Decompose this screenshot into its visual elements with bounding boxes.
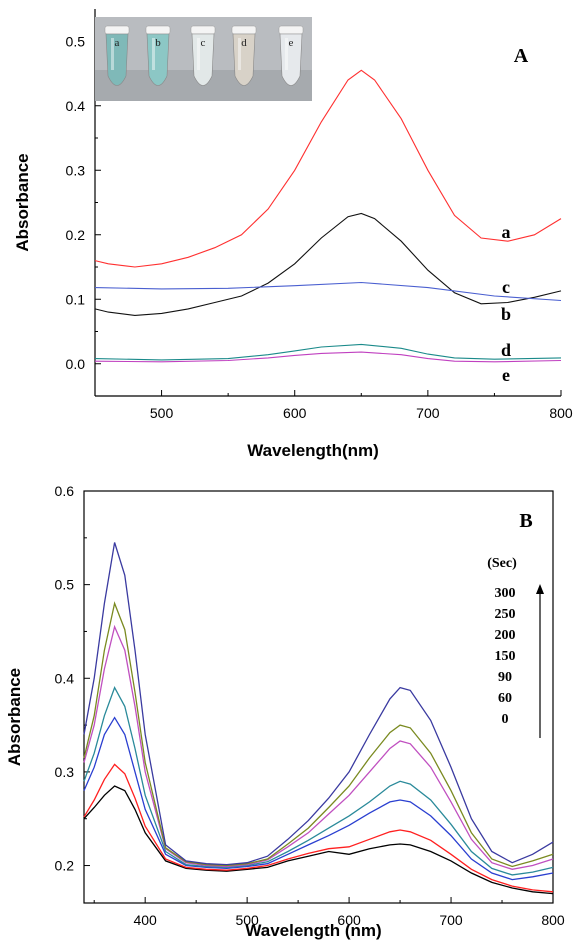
legend-entry-200: 200 [495,628,516,643]
inset-tube-label-c: c [201,37,206,49]
panel-b-y-tick-label: 0.6 [55,483,75,499]
panel-a-curve-label-a: a [502,222,511,242]
panel-b-y-tick-label: 0.4 [55,670,75,686]
inset-tube-d: d [231,25,257,86]
panel-b-series-60 [83,763,554,893]
panel-a-curve-label-c: c [502,277,510,297]
panel-a-series-d [94,343,562,361]
legend-arrow-head [536,584,544,594]
tube-body [232,33,256,86]
panel-a-series-b [94,212,562,316]
legend-entry-300: 300 [495,586,516,601]
panel-a-x-tick-label: 600 [283,405,307,421]
panel-b-letter: B [519,510,532,532]
panel-b-series-0 [83,785,554,895]
panel-b-series-90 [83,716,554,881]
tube-highlight [197,38,200,70]
panel-a-y-axis-title: Absorbance [13,153,32,251]
panel-a-y-tick-label: 0.4 [66,98,86,114]
panel-a-y-tick-label: 0.1 [66,291,86,307]
tube-cap [231,25,257,35]
panel-b-y-tick-label: 0.3 [55,764,75,780]
panel-a-letter: A [514,45,529,67]
panel-a-y-tick-label: 0.3 [66,162,86,178]
panel-b-x-tick-label: 700 [439,912,463,928]
inset-tube-label-d: d [241,37,247,49]
panel-a-curve-label-e: e [502,365,510,385]
tube-body [191,33,215,86]
inset-tube-b: b [145,25,171,86]
panel-a-inset-photo: a b c d e [95,17,312,101]
inset-tube-label-a: a [115,37,120,49]
tube-cap [104,25,130,35]
panel-b-x-tick-label: 500 [235,912,259,928]
panel-b-plot-frame [83,490,554,904]
inset-tube-label-b: b [155,37,161,49]
panel-a-series-a [94,69,562,268]
panel-a-chart: 0.0 0.1 0.2 0.3 0.4 0.5 500 600 700 800 Wavelength… [13,9,573,460]
panel-b-legend: (Sec) 300 250 200 150 90 60 0 [487,556,544,738]
tube-highlight [285,38,288,70]
panel-a-x-axis-title: Wavelength(nm) [247,441,379,460]
panel-a-y-tick-label: 0.5 [66,33,86,49]
panel-b-series-300 [83,542,554,866]
inset-tube-label-e: e [289,37,294,49]
tube-body [146,33,170,86]
tube-cap [190,25,216,35]
tube-body [105,33,129,86]
panel-b-series-200 [83,624,554,870]
tube-highlight [152,38,155,70]
inset-tube-e: e [278,25,304,86]
inset-tube-a: a [104,25,130,86]
panel-b-x-tick-label: 400 [133,912,157,928]
tube-body [279,33,303,86]
legend-entry-150: 150 [495,649,516,664]
tube-cap [145,25,171,35]
panel-a-curve-label-b: b [501,304,511,324]
panel-a-curve-label-d: d [501,340,511,360]
legend-entry-60: 60 [498,691,512,706]
panel-a-x-tick-label: 500 [150,405,174,421]
panel-b-y-tick-label: 0.2 [55,858,75,874]
panel-a-series-e [94,351,562,363]
panel-b-series-150 [83,686,554,876]
panel-a-x-tick-label: 800 [549,405,573,421]
panel-a-series-c [94,281,562,302]
panel-b-x-axis-title: Wavelength (nm) [245,921,381,940]
legend-entry-90: 90 [498,670,512,685]
panel-b-x-tick-label: 600 [337,912,361,928]
tube-cap [278,25,304,35]
tube-highlight [238,38,241,70]
panel-b-y-axis-title: Absorbance [5,668,24,766]
panel-b-y-tick-label: 0.5 [55,577,75,593]
legend-title: (Sec) [487,556,517,571]
tube-highlight [111,38,114,70]
inset-tube-c: c [190,25,216,86]
panel-b-x-tick-label: 800 [541,912,565,928]
panel-a-y-tick-label: 0.2 [66,227,86,243]
panel-b-series-250 [83,601,554,868]
legend-entry-250: 250 [495,607,516,622]
panel-a-y-tick-label: 0.0 [66,356,86,372]
legend-entry-0: 0 [502,712,509,727]
panel-a-x-tick-label: 700 [416,405,440,421]
